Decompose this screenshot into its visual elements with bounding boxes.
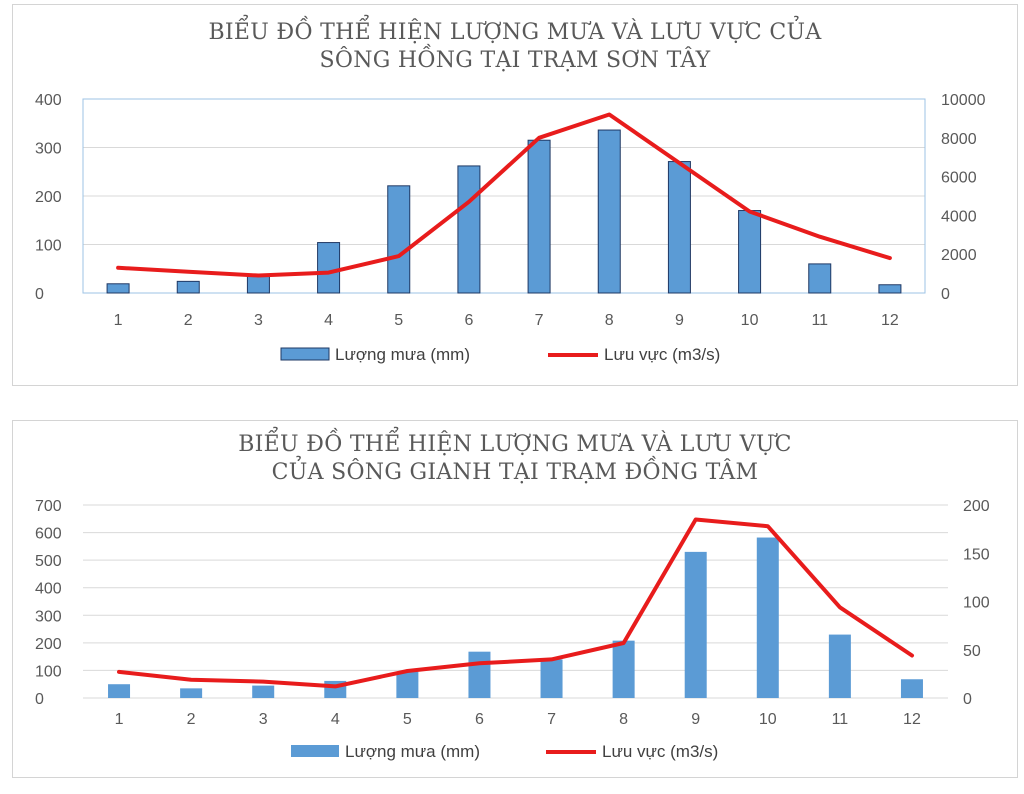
bar-rainfall-month-1 bbox=[106, 283, 130, 294]
y-left-tick-label: 0 bbox=[35, 286, 44, 303]
x-tick-label: 7 bbox=[547, 711, 556, 728]
x-tick-label: 11 bbox=[832, 711, 849, 728]
legend-swatch-rainfall bbox=[280, 347, 330, 361]
y-left-tick-label: 500 bbox=[35, 553, 62, 570]
plot-area-border bbox=[82, 98, 926, 294]
y-right-tick-label: 4000 bbox=[941, 208, 977, 225]
bar-rainfall-month-7 bbox=[527, 139, 551, 294]
y-left-tick-label: 100 bbox=[35, 238, 62, 255]
x-tick-label: 12 bbox=[903, 711, 921, 728]
y-left-tick-label: 100 bbox=[35, 663, 62, 680]
x-tick-label: 5 bbox=[403, 711, 412, 728]
x-tick-label: 2 bbox=[184, 312, 193, 329]
y-left-tick-label: 400 bbox=[35, 92, 62, 109]
y-right-tick-label: 2000 bbox=[941, 247, 977, 264]
bar-rainfall-month-6 bbox=[457, 165, 481, 294]
y-left-tick-label: 700 bbox=[35, 498, 62, 515]
bar-rainfall-month-9 bbox=[667, 161, 691, 294]
y-right-tick-label: 0 bbox=[963, 691, 972, 708]
bar-rainfall-month-9 bbox=[684, 551, 707, 698]
x-tick-label: 7 bbox=[535, 312, 544, 329]
x-tick-label: 2 bbox=[187, 711, 196, 728]
bar-rainfall-month-12 bbox=[900, 679, 923, 698]
y-right-tick-label: 8000 bbox=[941, 131, 977, 148]
y-left-tick-label: 200 bbox=[35, 189, 62, 206]
bar-rainfall-month-8 bbox=[612, 640, 635, 698]
x-tick-label: 4 bbox=[324, 312, 333, 329]
bar-rainfall-month-6 bbox=[468, 651, 491, 698]
bar-rainfall-month-7 bbox=[540, 659, 563, 698]
x-tick-label: 1 bbox=[114, 312, 123, 329]
bar-rainfall-month-10 bbox=[738, 210, 762, 294]
x-tick-label: 6 bbox=[464, 312, 473, 329]
x-tick-label: 9 bbox=[691, 711, 700, 728]
x-tick-label: 9 bbox=[675, 312, 684, 329]
y-right-tick-label: 6000 bbox=[941, 170, 977, 187]
legend-label-discharge: Lưu vực (m3/s) bbox=[604, 345, 720, 364]
chart-panel-song-hong: BIỂU ĐỒ THỂ HIỆN LƯỢNG MƯA VÀ LƯU VỰC CỦ… bbox=[12, 4, 1018, 386]
line-discharge bbox=[116, 112, 892, 278]
y-right-tick-label: 50 bbox=[963, 643, 981, 660]
x-tick-label: 3 bbox=[259, 711, 268, 728]
y-left-tick-label: 300 bbox=[35, 608, 62, 625]
legend-label-rainfall: Lượng mưa (mm) bbox=[345, 742, 480, 761]
chart-title: BIỂU ĐỒ THỂ HIỆN LƯỢNG MƯA VÀ LƯU VỰC CỦ… bbox=[13, 431, 1017, 487]
chart-panel-song-gianh: BIỂU ĐỒ THỂ HIỆN LƯỢNG MƯA VÀ LƯU VỰC CỦ… bbox=[12, 420, 1018, 778]
chart-title-line-1: BIỂU ĐỒ THỂ HIỆN LƯỢNG MƯA VÀ LƯU VỰC bbox=[238, 432, 792, 457]
y-left-tick-label: 400 bbox=[35, 581, 62, 598]
bar-rainfall-month-11 bbox=[828, 634, 851, 698]
bar-rainfall-month-2 bbox=[180, 688, 203, 698]
chart-title-line-2: SÔNG HỒNG TẠI TRẠM SƠN TÂY bbox=[319, 48, 711, 73]
x-tick-label: 10 bbox=[759, 711, 777, 728]
y-right-tick-label: 100 bbox=[963, 595, 990, 612]
x-tick-label: 12 bbox=[881, 312, 899, 329]
y-right-tick-label: 150 bbox=[963, 546, 990, 563]
bar-rainfall-month-8 bbox=[597, 129, 621, 294]
bar-rainfall-month-1 bbox=[108, 684, 131, 698]
legend-swatch-rainfall bbox=[291, 745, 339, 757]
y-left-tick-label: 0 bbox=[35, 691, 44, 708]
x-tick-label: 5 bbox=[394, 312, 403, 329]
y-left-tick-label: 300 bbox=[35, 141, 62, 158]
y-left-tick-label: 200 bbox=[35, 636, 62, 653]
chart-title-line-2: CỦA SÔNG GIANH TẠI TRẠM ĐỒNG TÂM bbox=[271, 460, 759, 485]
legend-label-discharge: Lưu vực (m3/s) bbox=[602, 742, 718, 761]
x-tick-label: 1 bbox=[115, 711, 124, 728]
bar-rainfall-month-11 bbox=[808, 263, 832, 294]
bar-rainfall-month-3 bbox=[246, 274, 270, 294]
x-tick-label: 10 bbox=[741, 312, 759, 329]
y-right-tick-label: 10000 bbox=[941, 92, 986, 109]
x-tick-label: 8 bbox=[605, 312, 614, 329]
y-right-tick-label: 0 bbox=[941, 286, 950, 303]
x-tick-label: 3 bbox=[254, 312, 263, 329]
x-tick-label: 4 bbox=[331, 711, 340, 728]
bar-rainfall-month-5 bbox=[387, 185, 411, 294]
x-tick-label: 8 bbox=[619, 711, 628, 728]
bar-rainfall-month-5 bbox=[396, 671, 419, 698]
bar-rainfall-month-3 bbox=[252, 685, 275, 698]
chart-title-line-1: BIỂU ĐỒ THỂ HIỆN LƯỢNG MƯA VÀ LƯU VỰC CỦ… bbox=[208, 20, 822, 45]
bar-rainfall-month-2 bbox=[176, 280, 200, 294]
x-tick-label: 6 bbox=[475, 711, 484, 728]
y-right-tick-label: 200 bbox=[963, 498, 990, 515]
chart-title: BIỂU ĐỒ THỂ HIỆN LƯỢNG MƯA VÀ LƯU VỰC CỦ… bbox=[13, 19, 1017, 75]
bar-rainfall-month-12 bbox=[878, 284, 902, 294]
line-discharge bbox=[117, 517, 914, 689]
x-tick-label: 11 bbox=[811, 312, 828, 329]
bar-rainfall-month-10 bbox=[756, 537, 779, 698]
legend-label-rainfall: Lượng mưa (mm) bbox=[335, 345, 470, 364]
y-left-tick-label: 600 bbox=[35, 526, 62, 543]
bar-rainfall-month-4 bbox=[317, 242, 341, 294]
